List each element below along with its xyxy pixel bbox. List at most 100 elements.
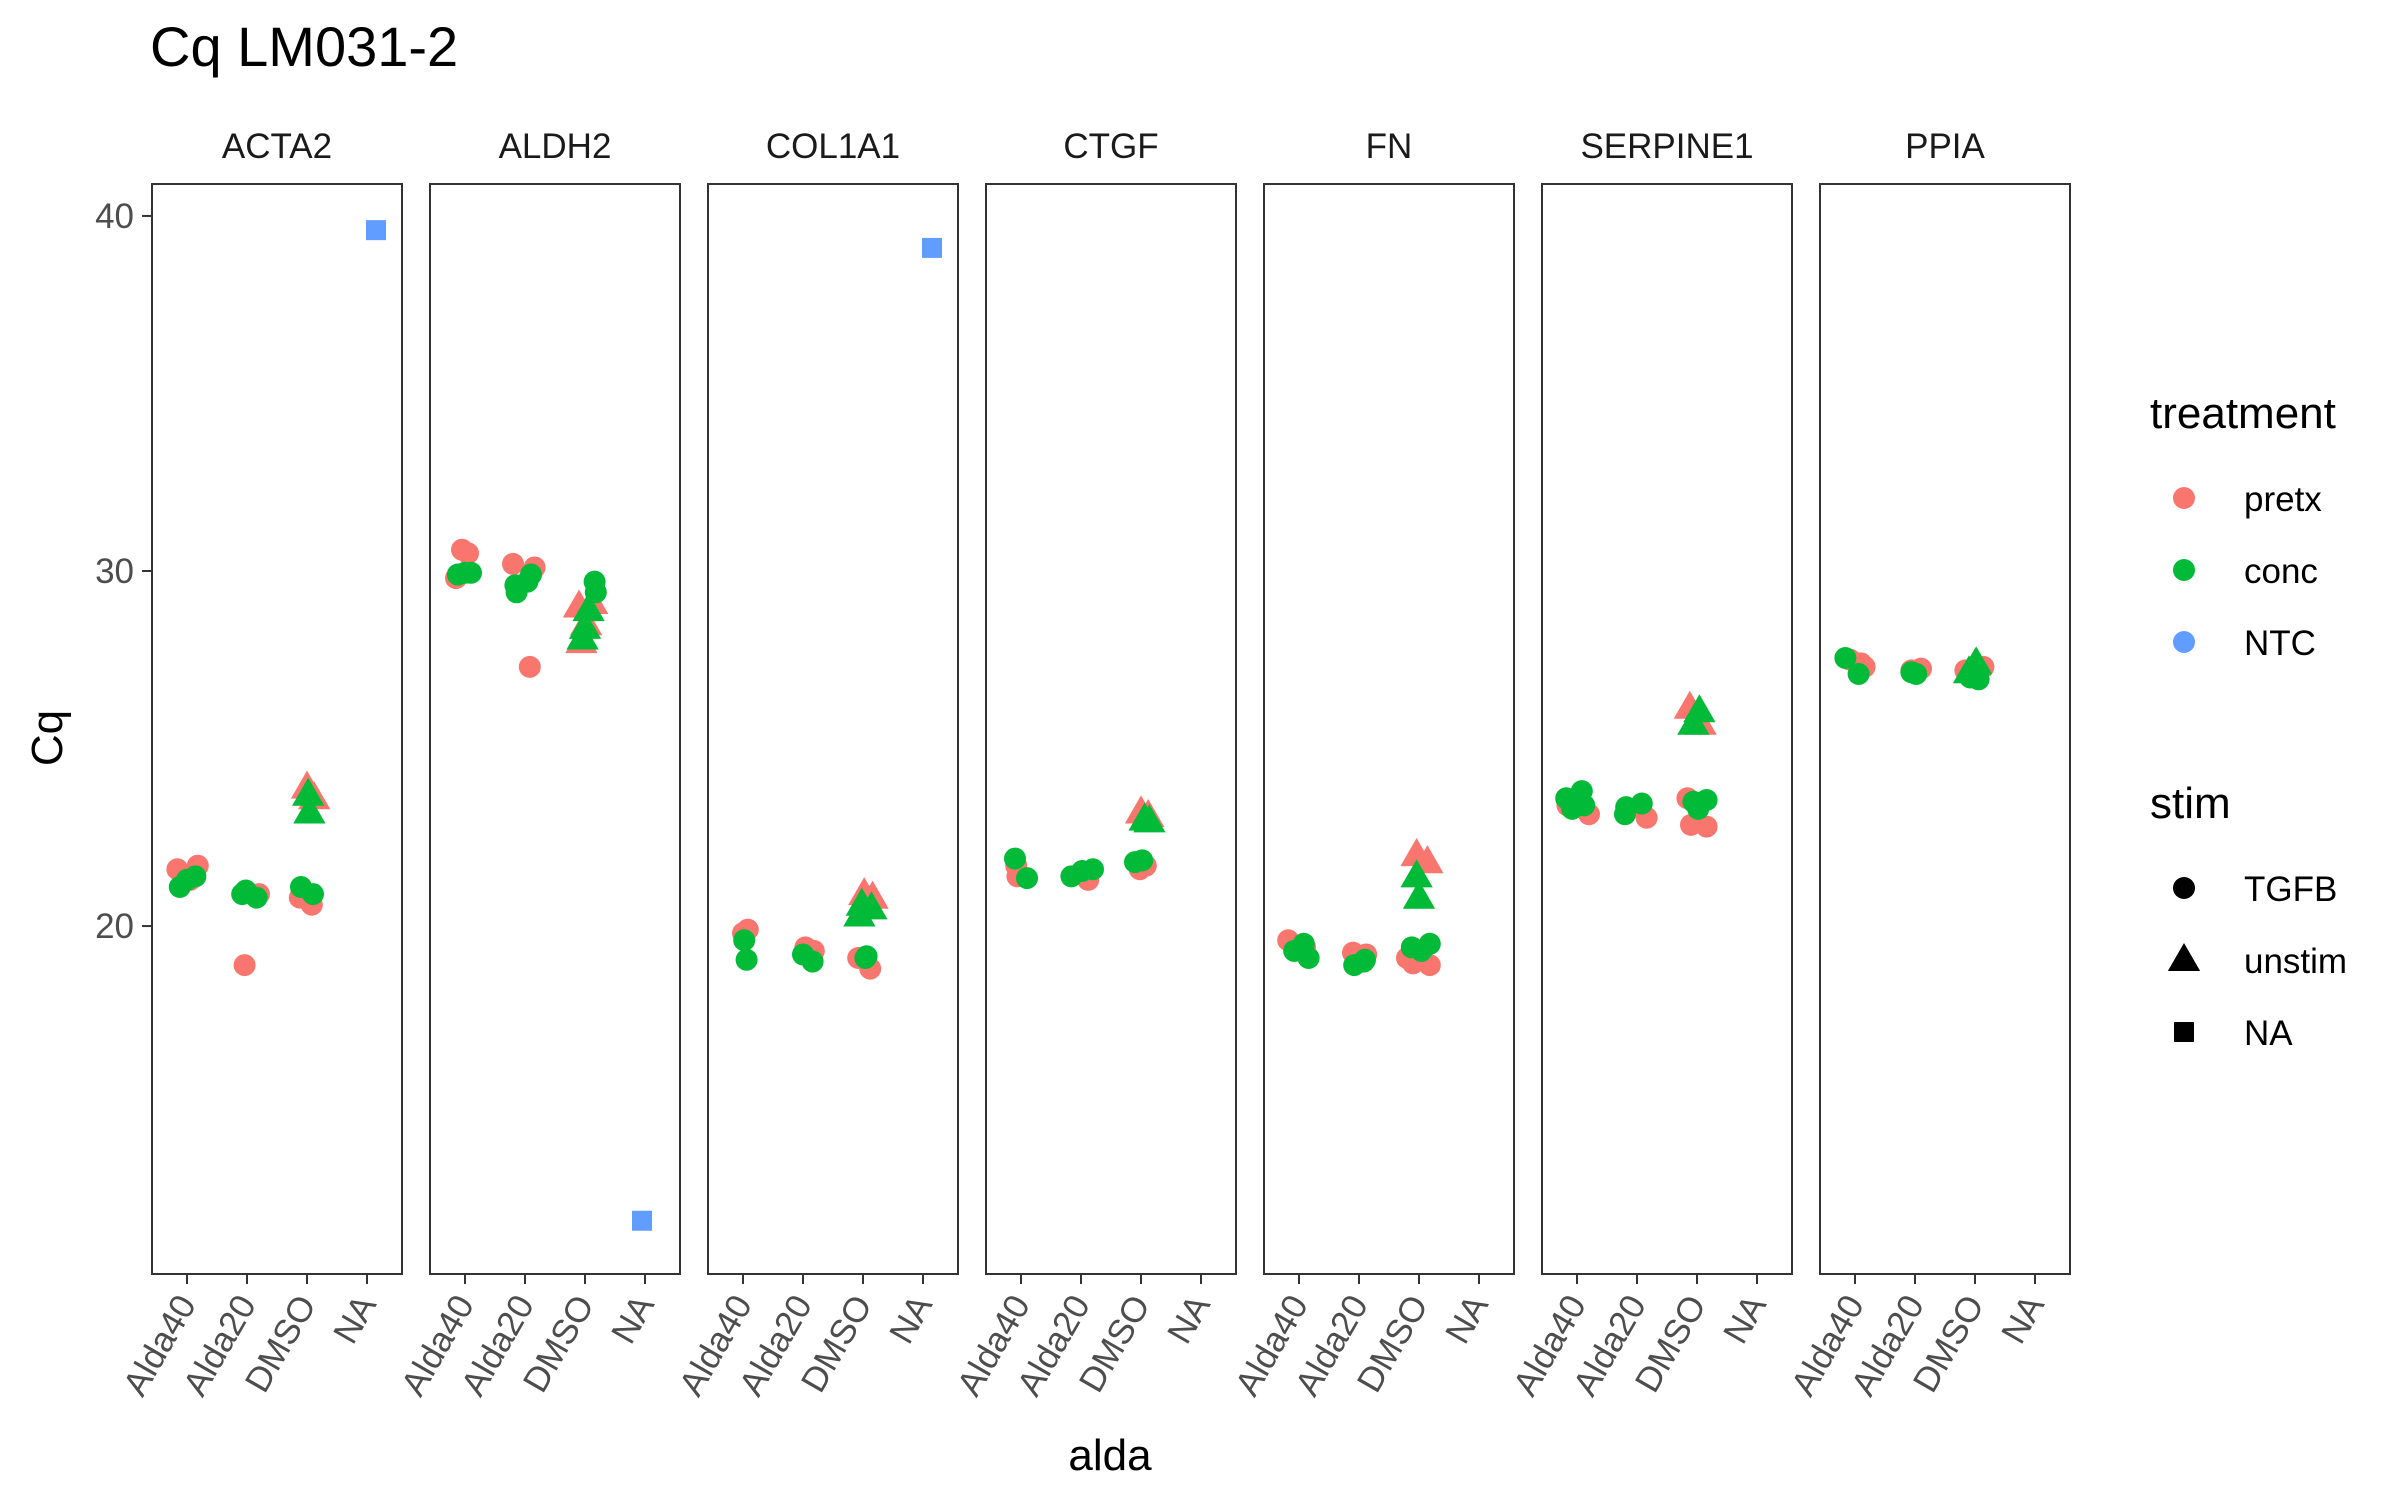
data-point xyxy=(1131,849,1154,872)
legend-treatment: treatment pretx conc NTC xyxy=(2150,389,2336,663)
data-point xyxy=(293,795,326,824)
data-point xyxy=(1400,859,1433,888)
data-point xyxy=(184,865,207,888)
data-point xyxy=(572,593,605,622)
points-serpine1 xyxy=(1555,690,1718,838)
data-point xyxy=(1082,858,1104,881)
y-tick-label: 30 xyxy=(95,552,134,591)
data-point xyxy=(632,1210,652,1231)
points-fn xyxy=(1277,838,1444,977)
data-point xyxy=(292,777,325,806)
facet-strip-label: COL1A1 xyxy=(766,127,900,166)
legend-title: treatment xyxy=(2150,389,2336,438)
data-point xyxy=(520,563,542,586)
facet-strip-label: PPIA xyxy=(1905,127,1985,166)
panel-border xyxy=(429,183,681,1275)
panel-border xyxy=(707,183,959,1275)
legend-key xyxy=(2173,487,2195,509)
data-point xyxy=(1695,815,1718,838)
legend-key xyxy=(2174,1022,2194,1042)
facet-strip-label: CTGF xyxy=(1063,127,1158,166)
x-tick-label: NA xyxy=(604,1288,662,1350)
data-point xyxy=(366,220,386,241)
data-point xyxy=(1297,947,1320,970)
data-point xyxy=(457,542,479,565)
data-point xyxy=(1004,847,1026,870)
points-col1a1 xyxy=(732,237,942,980)
legend-label: NTC xyxy=(2244,624,2316,663)
points-acta2 xyxy=(166,220,386,977)
panel-border xyxy=(151,183,403,1275)
data-point xyxy=(855,945,878,968)
legend-key xyxy=(2173,631,2195,653)
data-point xyxy=(460,561,482,584)
panel-border xyxy=(1819,183,2071,1275)
legend-stim: stim TGFB unstim NA xyxy=(2150,779,2347,1053)
legend-label: TGFB xyxy=(2244,870,2337,909)
facet-strip-label: ACTA2 xyxy=(222,127,332,166)
panel-border xyxy=(985,183,1237,1275)
legend-key xyxy=(2173,559,2195,581)
data-point xyxy=(302,883,324,906)
data-point xyxy=(801,950,824,973)
data-point xyxy=(1834,646,1857,669)
data-point xyxy=(1847,662,1870,685)
data-point xyxy=(922,237,942,258)
x-axis-label: alda xyxy=(1068,1431,1152,1480)
data-point xyxy=(1573,794,1596,817)
data-point xyxy=(735,948,758,971)
data-point xyxy=(1016,867,1038,890)
data-point xyxy=(1630,792,1653,815)
data-point xyxy=(1952,655,1986,684)
y-tick-label: 20 xyxy=(95,907,134,946)
data-point xyxy=(502,552,524,575)
points-aldh2 xyxy=(445,538,652,1231)
panel-border xyxy=(1541,183,1793,1275)
legend-key xyxy=(2173,877,2195,899)
data-point xyxy=(1695,789,1718,812)
data-point xyxy=(233,954,256,977)
x-tick-label: NA xyxy=(1160,1288,1218,1350)
y-axis: 20 30 40 xyxy=(95,197,152,946)
data-point xyxy=(1418,932,1441,955)
x-tick-label: NA xyxy=(326,1288,384,1350)
y-tick-label: 40 xyxy=(95,197,134,236)
data-point xyxy=(1402,880,1436,909)
chart-title: Cq LM031-2 xyxy=(150,15,458,78)
y-axis-label: Cq xyxy=(23,710,72,766)
data-point xyxy=(1133,804,1166,833)
data-point xyxy=(1677,706,1710,735)
data-point xyxy=(518,655,541,678)
x-tick-label: NA xyxy=(1716,1288,1774,1350)
data-point xyxy=(1905,662,1928,685)
legend-label: conc xyxy=(2244,552,2318,591)
points-ppia xyxy=(1834,646,1995,691)
legend-title: stim xyxy=(2150,779,2231,828)
x-tick-label: NA xyxy=(882,1288,940,1350)
x-tick-label: NA xyxy=(1994,1288,2052,1350)
facet-strip-label: SERPINE1 xyxy=(1580,127,1753,166)
facet-strip-label: FN xyxy=(1366,127,1413,166)
legend: treatment pretx conc NTC stim TGFB unstim NA xyxy=(2150,389,2347,1053)
facet-strip-label: ALDH2 xyxy=(499,127,612,166)
data-point xyxy=(733,929,756,952)
data-point xyxy=(855,891,888,920)
data-point xyxy=(245,886,268,909)
legend-key xyxy=(2167,943,2201,972)
legend-label: pretx xyxy=(2244,480,2322,519)
points-ctgf xyxy=(1004,795,1166,891)
data-point xyxy=(566,621,599,650)
data-point xyxy=(1354,948,1376,971)
legend-label: unstim xyxy=(2244,942,2347,981)
x-tick-label: NA xyxy=(1438,1288,1496,1350)
legend-label: NA xyxy=(2244,1014,2293,1053)
